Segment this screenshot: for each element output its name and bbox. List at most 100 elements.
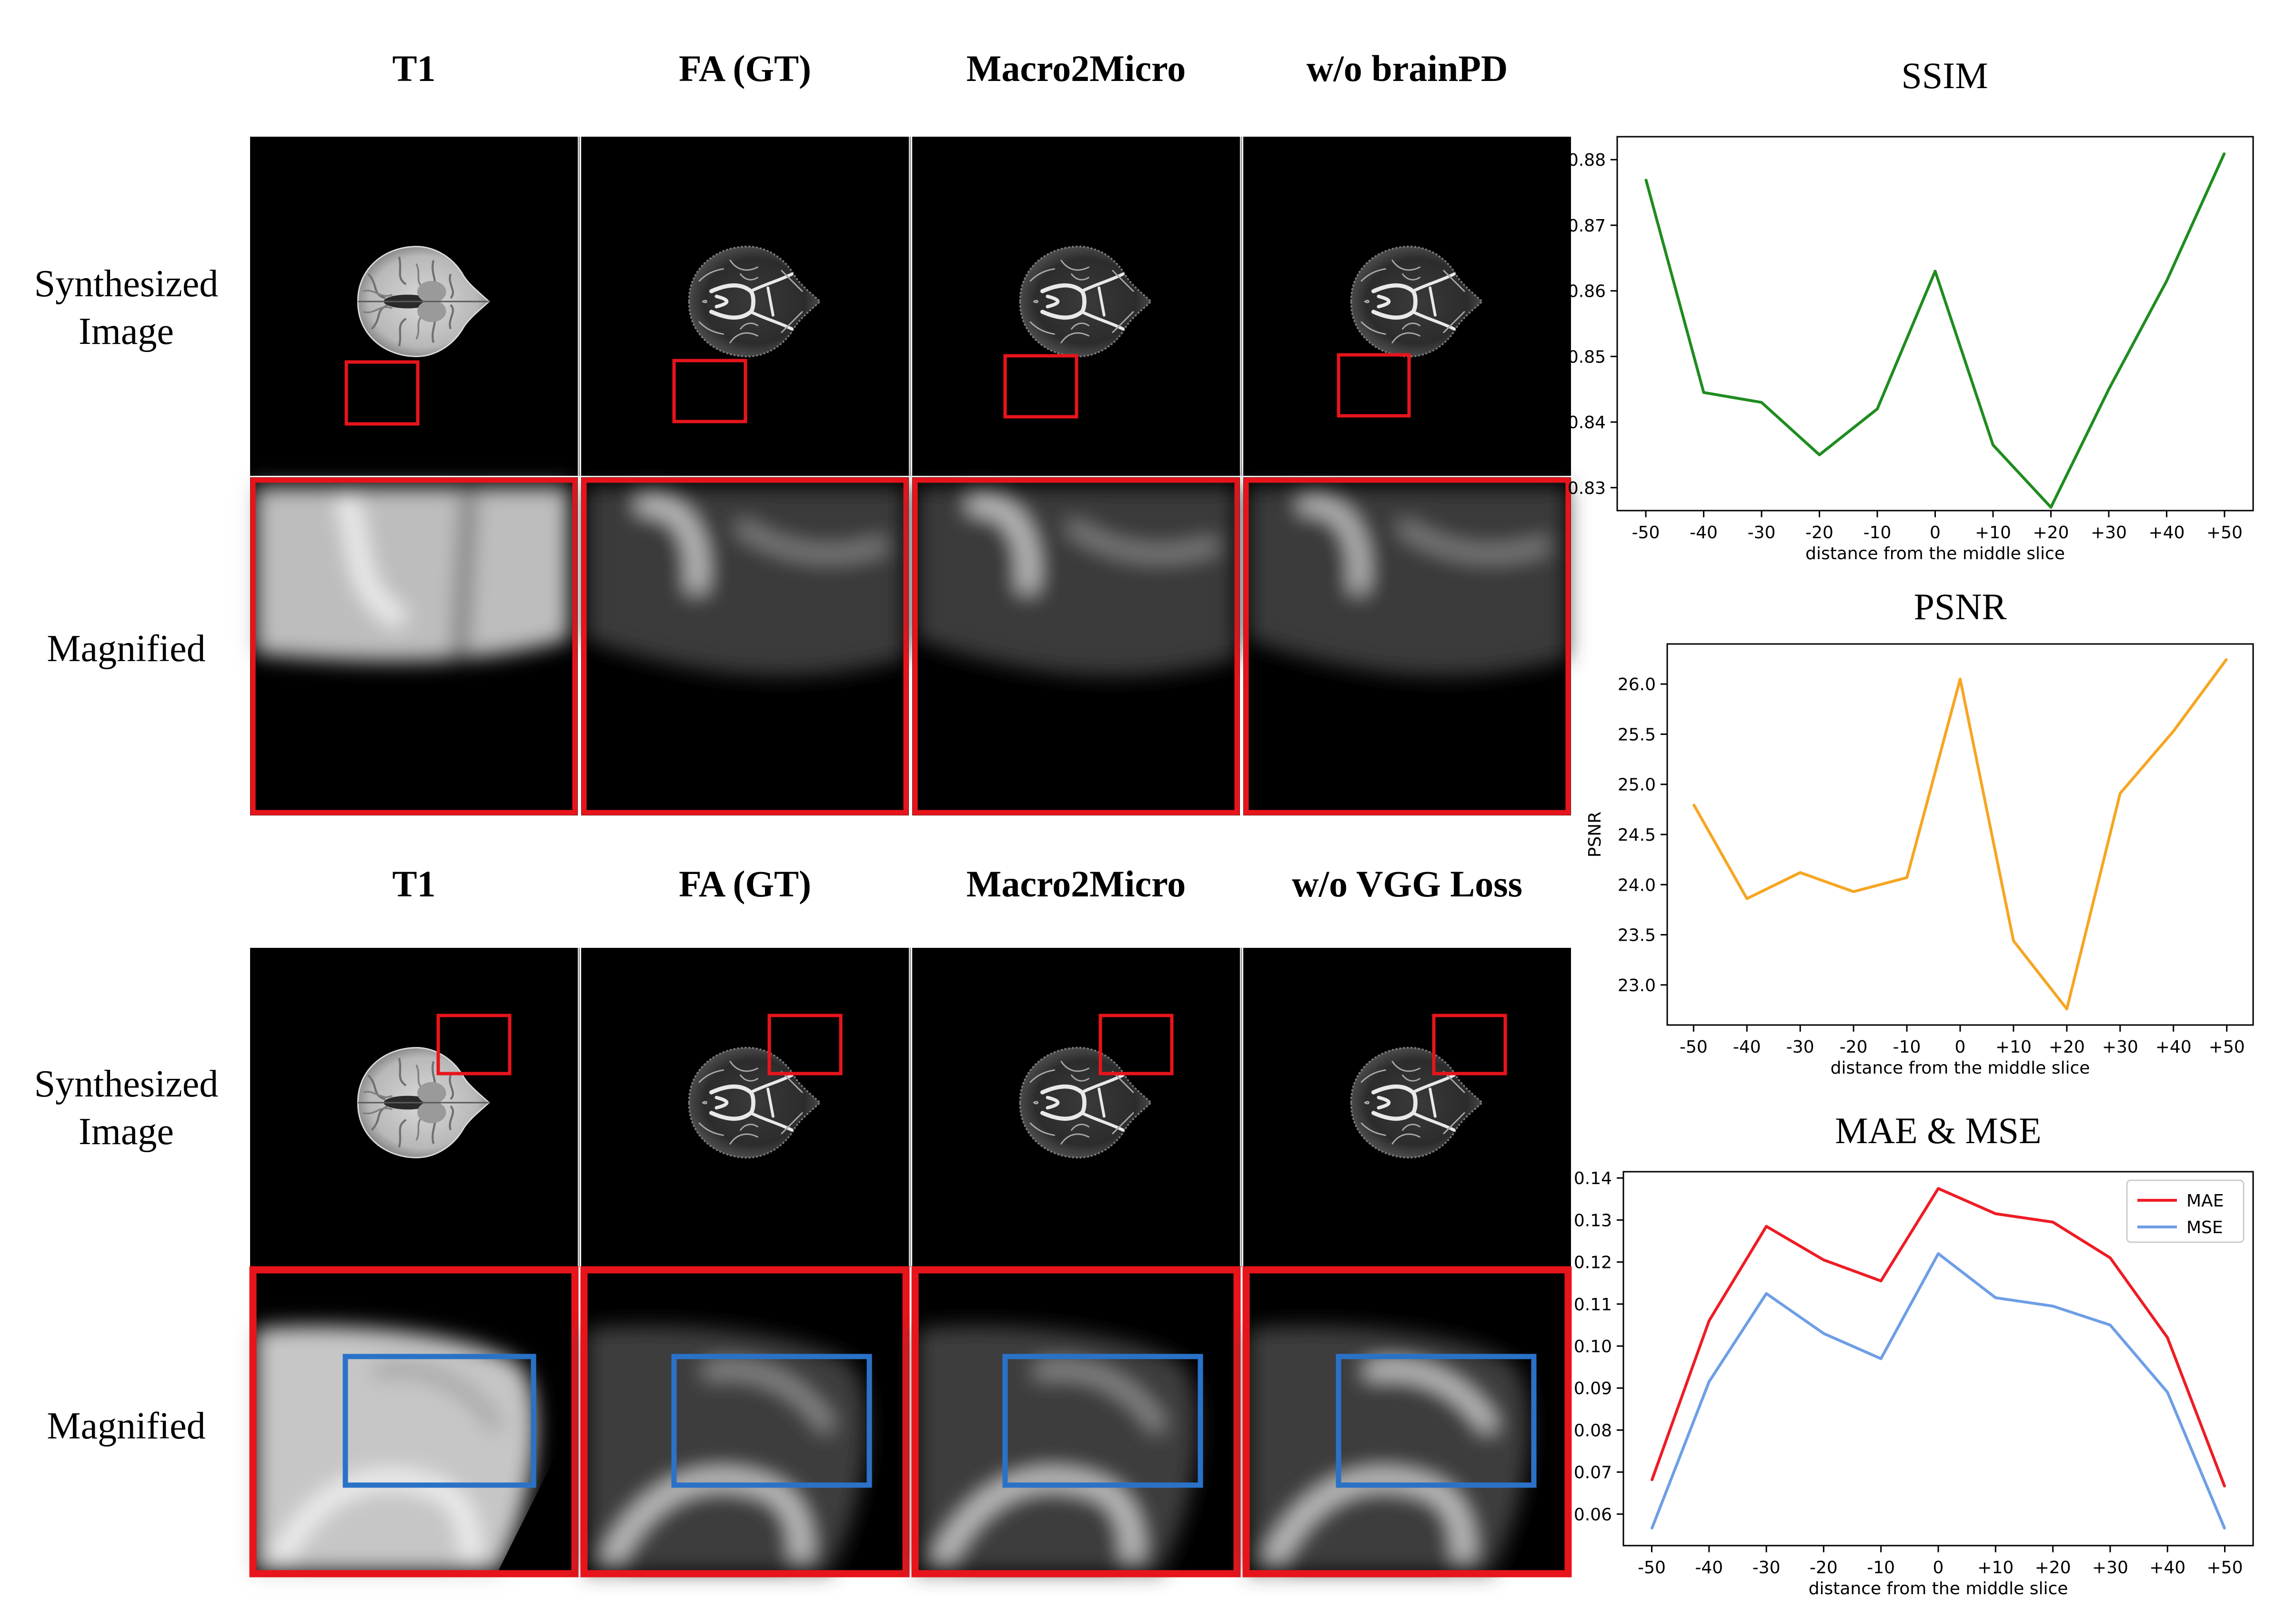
x-tick-label: -20	[1840, 1037, 1868, 1057]
legend-label: MAE	[2186, 1191, 2224, 1211]
x-axis-label: distance from the middle slice	[1831, 1058, 2090, 1078]
column-title: Macro2Micro	[967, 48, 1186, 89]
magnified-frame	[580, 1266, 910, 1578]
magnified-frame	[250, 477, 578, 815]
data-point	[2066, 1008, 2068, 1010]
data-point	[1746, 898, 1748, 900]
figure-panels: T1 FA (GT) Macro2Micro w/o brainPD Synthesiz…	[34, 48, 1572, 1578]
y-tick-label: 0.88	[1568, 151, 1606, 170]
y-tick-label: 25.5	[1618, 725, 1656, 744]
y-tick-label: 0.13	[1574, 1211, 1612, 1230]
y-tick-label: 0.87	[1568, 216, 1606, 236]
line-chart: SSIM -50 -40 -30 -20 -10 0 +10 +20 +30 +40 +50 0.83 0…	[1535, 55, 2254, 563]
column-title: w/o VGG Loss	[1292, 863, 1522, 905]
data-point	[1994, 1213, 1996, 1215]
y-tick-label: 0.14	[1574, 1169, 1612, 1188]
x-tick-label: +10	[1977, 1558, 2014, 1578]
data-point	[2165, 280, 2167, 282]
data-point	[1992, 444, 1994, 446]
magnified-image	[1242, 1266, 1572, 1578]
data-point	[1880, 1358, 1882, 1359]
column-title: Macro2Micro	[967, 863, 1186, 905]
magnified-frame	[1243, 477, 1571, 815]
column-title: w/o brainPD	[1307, 48, 1508, 89]
row-label-synthesized: Synthesized Image	[34, 263, 219, 352]
detail-box	[1336, 1354, 1537, 1488]
chart-title: PSNR	[1913, 586, 2006, 627]
data-point	[2109, 1324, 2111, 1326]
data-point	[1651, 1479, 1652, 1481]
magnified-image	[250, 477, 578, 815]
y-tick-label: 0.08	[1574, 1421, 1612, 1440]
data-point	[2166, 1337, 2168, 1338]
roi-box	[1098, 1014, 1174, 1075]
roi-box	[436, 1014, 512, 1075]
data-point	[2119, 793, 2121, 794]
x-tick-label: 0	[1955, 1037, 1966, 1057]
magnified-frame	[1242, 1266, 1572, 1578]
x-tick-label: +30	[2092, 1558, 2128, 1578]
column-title: FA (GT)	[679, 48, 811, 89]
magnified-frame	[912, 477, 1240, 815]
line-chart: PSNR -50 -40 -30 -20 -10 0 +10 +20 +30 +40 +50 23.0 2…	[1585, 586, 2254, 1078]
magnified-frame	[911, 1266, 1241, 1578]
panel_b: T1 FA (GT) Macro2Micro w/o VGG Loss Synthesi…	[34, 863, 1572, 1578]
x-tick-label: -40	[1695, 1558, 1723, 1578]
data-point	[2224, 1528, 2226, 1530]
y-tick-label: 0.84	[1568, 413, 1606, 432]
detail-box	[1002, 1354, 1203, 1488]
data-point	[1651, 1528, 1652, 1530]
roi-box	[1003, 354, 1078, 419]
data-point	[2050, 506, 2052, 508]
data-point	[1799, 872, 1801, 874]
synthesized-image	[581, 948, 909, 1267]
y-tick-label: 0.09	[1574, 1379, 1612, 1398]
y-axis-label: PSNR	[1585, 812, 1605, 858]
series-line-main	[1692, 658, 2228, 1011]
x-tick-label: -50	[1638, 1558, 1666, 1578]
y-tick-label: 24.0	[1618, 875, 1656, 895]
synthesized-image	[912, 948, 1240, 1267]
data-point	[2173, 730, 2175, 732]
data-point	[2109, 1257, 2111, 1259]
data-point	[1761, 402, 1762, 403]
roi-box	[672, 359, 747, 423]
x-tick-label: +50	[2206, 523, 2243, 543]
x-tick-label: +20	[2033, 523, 2069, 543]
column-title: FA (GT)	[679, 863, 811, 905]
synthesized-image	[912, 137, 1240, 476]
x-tick-label: -10	[1863, 523, 1892, 543]
x-tick-label: +20	[2035, 1558, 2071, 1578]
magnified-image	[581, 477, 909, 815]
row-label-magnified: Magnified	[47, 1405, 205, 1447]
roi-box	[767, 1014, 843, 1075]
series-line-mse	[1650, 1252, 2226, 1529]
y-tick-label: 24.5	[1618, 825, 1656, 845]
data-point	[1703, 392, 1705, 393]
roi-box	[344, 360, 420, 426]
x-tick-label: -50	[1680, 1037, 1708, 1057]
y-axis-label: SSIM	[1535, 303, 1555, 344]
chart-title: MAE & MSE	[1835, 1110, 2041, 1151]
chart-title: SSIM	[1901, 55, 1988, 96]
column-title: T1	[392, 863, 435, 905]
y-tick-label: 26.0	[1618, 675, 1656, 694]
x-tick-label: +30	[2102, 1037, 2138, 1057]
x-tick-label: 0	[1930, 523, 1941, 543]
x-tick-label: +10	[1975, 523, 2011, 543]
x-tick-label: +40	[2149, 1558, 2185, 1578]
x-tick-label: +10	[1995, 1037, 2032, 1057]
charts: SSIM -50 -40 -30 -20 -10 0 +10 +20 +30 +40 +50 0.83 0…	[1535, 55, 2254, 1598]
magnified-frame	[581, 477, 909, 815]
x-tick-label: +50	[2209, 1037, 2245, 1057]
data-point	[1692, 804, 1694, 805]
roi-box	[1432, 1014, 1507, 1075]
x-tick-label: -20	[1810, 1558, 1838, 1578]
synthesized-image	[581, 137, 909, 476]
y-axis-label: MAE & MSE	[1541, 1309, 1561, 1407]
series-line-main	[1644, 152, 2226, 509]
detail-box	[671, 1354, 872, 1488]
x-tick-label: +30	[2091, 523, 2127, 543]
detail-box	[342, 1354, 536, 1488]
data-point	[2226, 658, 2228, 660]
